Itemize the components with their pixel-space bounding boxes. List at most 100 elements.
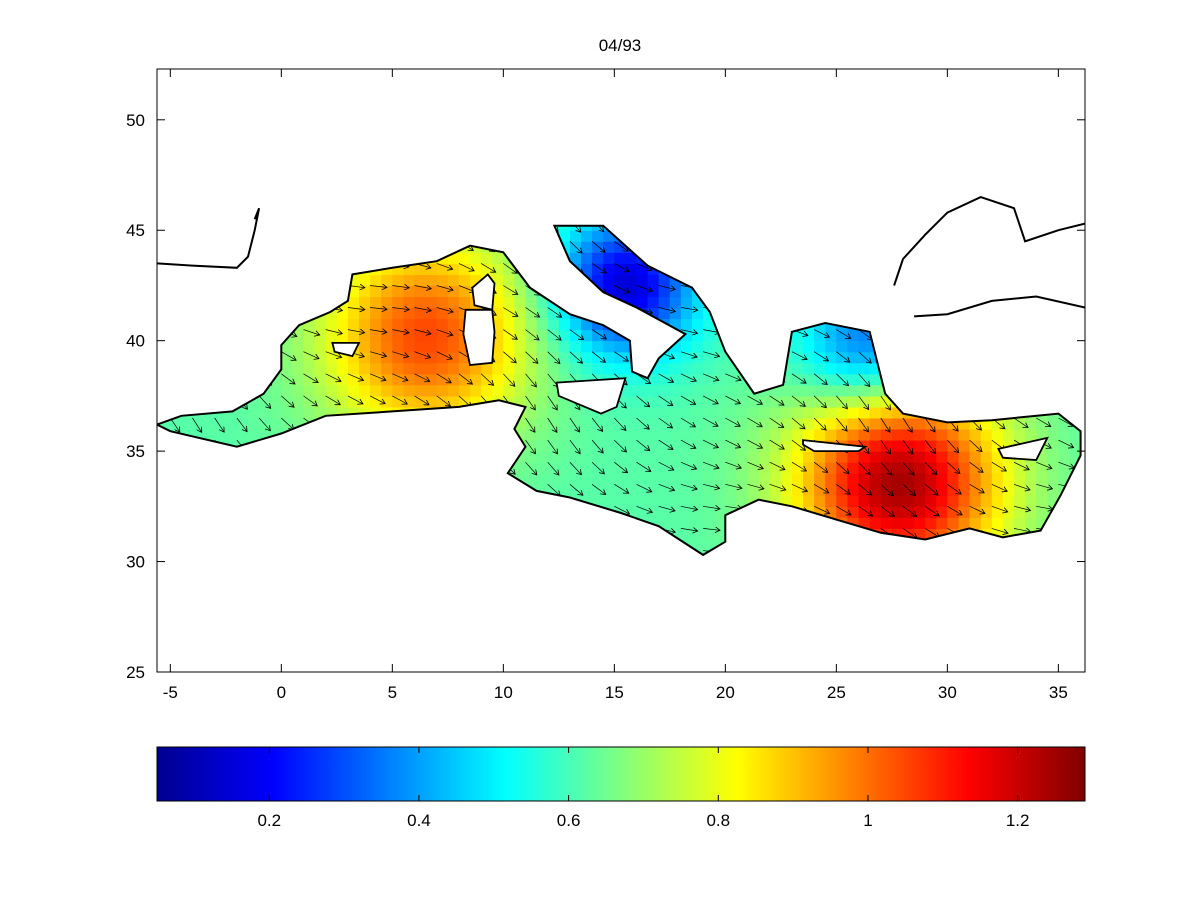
field-cell xyxy=(680,351,693,364)
field-cell xyxy=(447,252,460,264)
field-cell xyxy=(547,329,560,342)
vector-arrow xyxy=(791,373,806,383)
field-cell xyxy=(680,517,693,529)
field-cell xyxy=(736,440,749,452)
field-cell xyxy=(325,406,338,419)
field-cell xyxy=(969,484,982,496)
vector-arrow xyxy=(680,308,698,311)
field-cell xyxy=(925,495,937,507)
field-cell xyxy=(980,506,993,518)
field-cell xyxy=(658,484,671,496)
vector-arrow xyxy=(769,483,786,490)
field-cell xyxy=(825,462,837,474)
vector-arrow xyxy=(392,330,409,333)
field-cell xyxy=(581,263,593,275)
field-cell xyxy=(647,451,660,463)
field-cell xyxy=(270,373,282,386)
vector-arrow xyxy=(658,307,676,312)
field-cell xyxy=(647,395,660,408)
field-cell xyxy=(658,373,671,386)
vector-arrow xyxy=(591,484,606,494)
field-cell xyxy=(1036,506,1048,518)
field-cell xyxy=(392,384,404,397)
field-cell xyxy=(470,252,482,264)
field-cell xyxy=(636,495,649,507)
vector-arrow xyxy=(680,373,696,381)
field-cell xyxy=(547,406,560,419)
field-cell xyxy=(1092,396,1104,408)
field-cell xyxy=(714,528,726,540)
vector-arrow xyxy=(747,395,763,404)
vector-arrow xyxy=(703,351,719,357)
field-cell xyxy=(447,373,460,386)
field-cell xyxy=(636,462,649,474)
field-cell xyxy=(270,384,282,397)
vector-arrow xyxy=(1013,417,1028,428)
field-cell xyxy=(803,373,815,386)
colorbar-tick-label: 0.4 xyxy=(407,811,431,830)
vector-arrow xyxy=(525,351,538,364)
field-cell xyxy=(592,351,604,364)
field-cell xyxy=(825,418,837,430)
field-cell xyxy=(1092,197,1104,209)
field-cell xyxy=(703,318,715,331)
vector-arrow xyxy=(369,395,385,404)
field-cell xyxy=(558,351,571,364)
field-cell xyxy=(847,329,860,342)
field-cell xyxy=(447,362,460,375)
x-tick-label: 30 xyxy=(938,683,957,702)
field-cell xyxy=(814,429,826,441)
vector-arrow xyxy=(569,484,583,495)
field-cell xyxy=(1014,484,1026,496)
vector-arrow xyxy=(769,439,785,449)
field-cell xyxy=(769,395,782,408)
field-cell xyxy=(903,495,915,507)
field-cell xyxy=(270,418,282,430)
vector-arrow xyxy=(680,461,697,469)
field-cell xyxy=(458,285,471,298)
field-cell xyxy=(547,373,560,386)
field-cell xyxy=(569,440,582,452)
field-cell xyxy=(825,495,837,507)
field-cell xyxy=(791,473,804,485)
field-cell xyxy=(858,395,871,408)
field-cell xyxy=(492,274,504,286)
vector-arrow xyxy=(813,483,829,493)
field-cell xyxy=(525,395,538,408)
field-cell xyxy=(625,495,638,507)
field-cell xyxy=(503,351,515,364)
field-cell xyxy=(991,418,1004,430)
field-cell xyxy=(525,285,538,298)
field-cell xyxy=(714,395,726,408)
field-cell xyxy=(869,462,882,474)
field-cell xyxy=(558,362,571,375)
field-cell xyxy=(558,451,571,463)
vector-arrow xyxy=(392,286,409,288)
field-cell xyxy=(447,384,460,397)
field-cell xyxy=(236,406,249,419)
vector-arrow xyxy=(1013,483,1030,490)
field-cell xyxy=(980,495,993,507)
field-cell xyxy=(769,484,782,496)
field-cell xyxy=(614,362,626,375)
field-cell xyxy=(514,318,527,331)
field-cell xyxy=(969,517,982,529)
field-cell xyxy=(692,418,704,430)
field-cell xyxy=(347,395,360,408)
field-cell xyxy=(414,395,427,408)
field-cell xyxy=(891,506,904,518)
field-cell xyxy=(581,351,593,364)
field-cell xyxy=(270,406,282,419)
field-cell xyxy=(536,418,549,430)
field-cell xyxy=(1092,274,1104,286)
field-cell xyxy=(381,395,393,408)
field-cell xyxy=(736,473,749,485)
field-cell xyxy=(614,241,626,253)
field-cell xyxy=(725,495,737,507)
field-cell xyxy=(603,473,615,485)
vector-arrow xyxy=(858,395,869,410)
field-cell xyxy=(592,225,604,231)
field-cell xyxy=(303,329,316,342)
x-tick-label: 5 xyxy=(388,683,397,702)
